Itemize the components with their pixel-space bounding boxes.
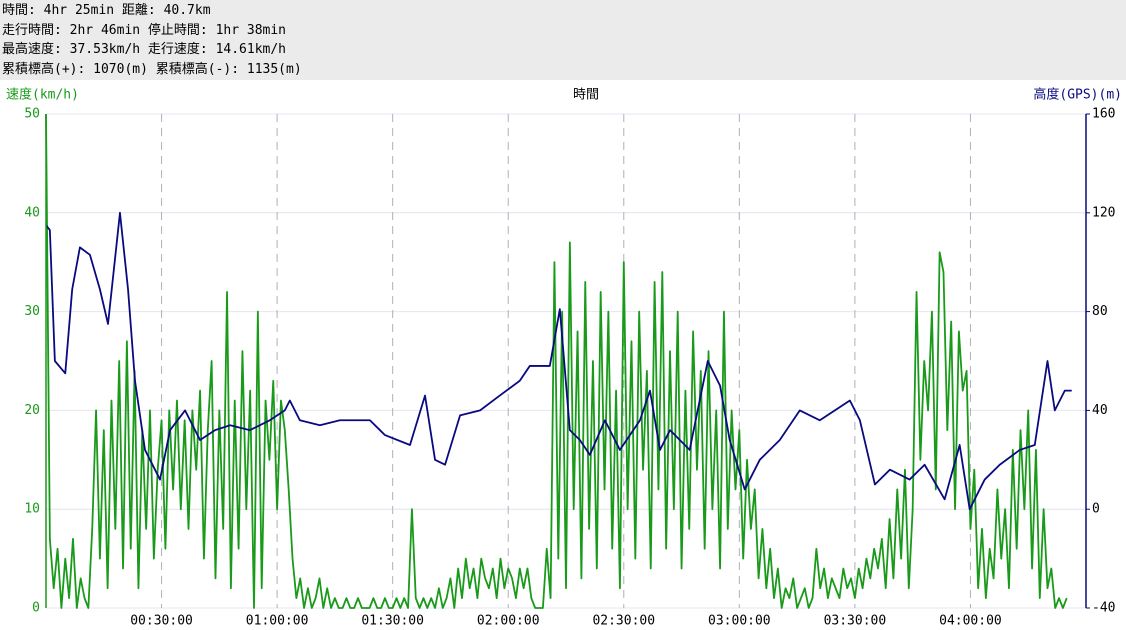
x-tick-label: 01:30:00: [361, 614, 424, 629]
y2-tick-label: 120: [1092, 205, 1115, 220]
x-tick-label: 02:30:00: [592, 614, 655, 629]
summary-header: 時間: 4hr 25min 距離: 40.7km 走行時間: 2hr 46min …: [0, 0, 1126, 80]
y2-tick-label: 80: [1092, 304, 1108, 319]
x-tick-label: 04:00:00: [939, 614, 1002, 629]
x-tick-label: 02:00:00: [477, 614, 540, 629]
y2-tick-label: 40: [1092, 403, 1108, 418]
summary-line: 走行時間: 2hr 46min 停止時間: 1hr 38min: [2, 22, 287, 38]
series-line: [45, 113, 1068, 609]
x-tick-label: 01:00:00: [246, 614, 309, 629]
y-tick-label: 0: [32, 601, 40, 616]
summary-line: 時間: 4hr 25min 距離: 40.7km: [2, 3, 211, 18]
y-axis-title: 速度(km/h): [6, 87, 79, 103]
y2-axis-title: 高度(GPS)(m): [1033, 87, 1122, 103]
x-tick-label: 03:30:00: [824, 614, 887, 629]
chart: 0 10 20 30 40 50 -40 0 40 80 120 160 00:30:00 01:00:0…: [6, 87, 1122, 629]
summary-line: 最高速度: 37.53km/h 走行速度: 14.61km/h: [2, 42, 287, 57]
y-tick-label: 40: [24, 205, 40, 220]
x-tick-label: 00:30:00: [130, 614, 193, 629]
y2-tick-label: 160: [1092, 107, 1115, 122]
series-line: [45, 211, 1072, 511]
y-tick-label: 20: [24, 403, 40, 418]
y-tick-label: 30: [24, 304, 40, 319]
y-tick-label: 50: [24, 107, 40, 122]
y2-tick-label: -40: [1092, 601, 1115, 616]
summary-line: 累積標高(+): 1070(m) 累積標高(-): 1135(m): [2, 61, 302, 77]
x-tick-label: 03:00:00: [708, 614, 771, 629]
y-tick-label: 10: [24, 502, 40, 517]
x-axis-title: 時間: [573, 88, 599, 103]
y2-tick-label: 0: [1092, 502, 1100, 517]
